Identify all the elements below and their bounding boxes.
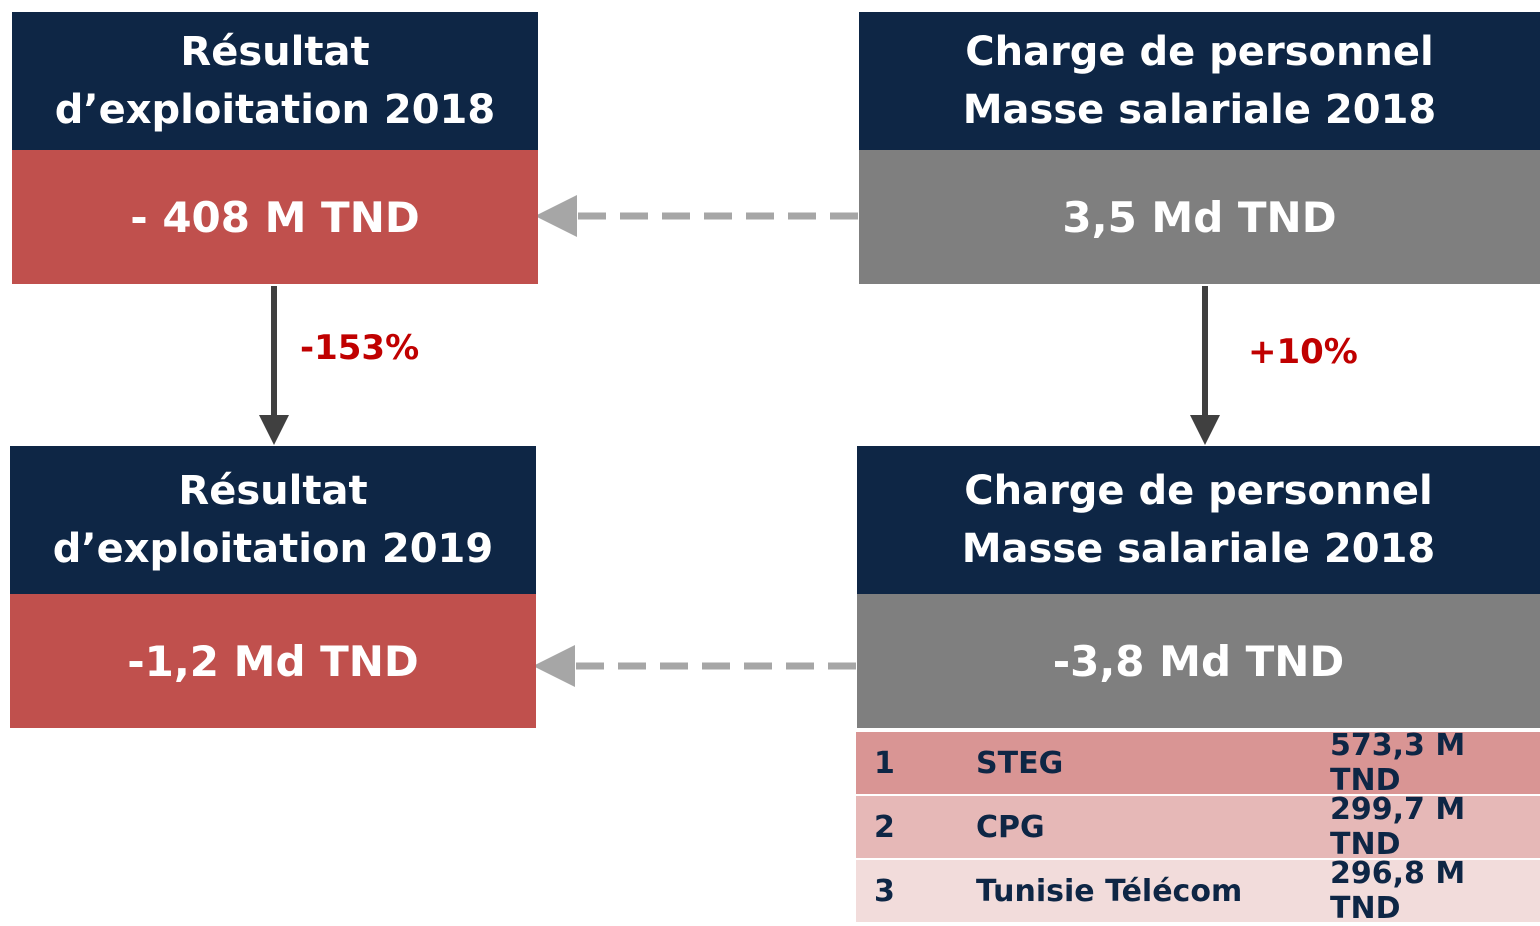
- table-cell: Tunisie Télécom: [976, 873, 1243, 909]
- box-header: Résultat d’exploitation 2019: [10, 446, 536, 594]
- table-row: 2 CPG 299,7 M TND: [856, 792, 1540, 862]
- table-cell: 2: [874, 809, 895, 845]
- table-row: 3 Tunisie Télécom 296,8 M TND: [856, 856, 1540, 926]
- table-cell: 3: [874, 873, 895, 909]
- box-header: Résultat d’exploitation 2018: [12, 12, 538, 150]
- table-row: 1 STEG 573,3 M TND: [856, 728, 1540, 798]
- box-value: -1,2 Md TND: [10, 594, 536, 728]
- box-value: - 408 M TND: [12, 150, 538, 284]
- change-label: -153%: [300, 328, 420, 368]
- table-cell: CPG: [976, 809, 1045, 845]
- table-cell: 573,3 M TND: [1330, 728, 1466, 798]
- box-header: Charge de personnel Masse salariale 2018: [857, 446, 1540, 594]
- table-cell: STEG: [976, 745, 1064, 781]
- table-cell: 299,7 M TND: [1330, 792, 1466, 862]
- table-cell: 296,8 M TND: [1330, 856, 1466, 926]
- change-label: +10%: [1248, 332, 1358, 372]
- box-value: 3,5 Md TND: [859, 150, 1540, 284]
- box-header: Charge de personnel Masse salariale 2018: [859, 12, 1540, 150]
- box-value: -3,8 Md TND: [857, 594, 1540, 728]
- table-cell: 1: [874, 745, 895, 781]
